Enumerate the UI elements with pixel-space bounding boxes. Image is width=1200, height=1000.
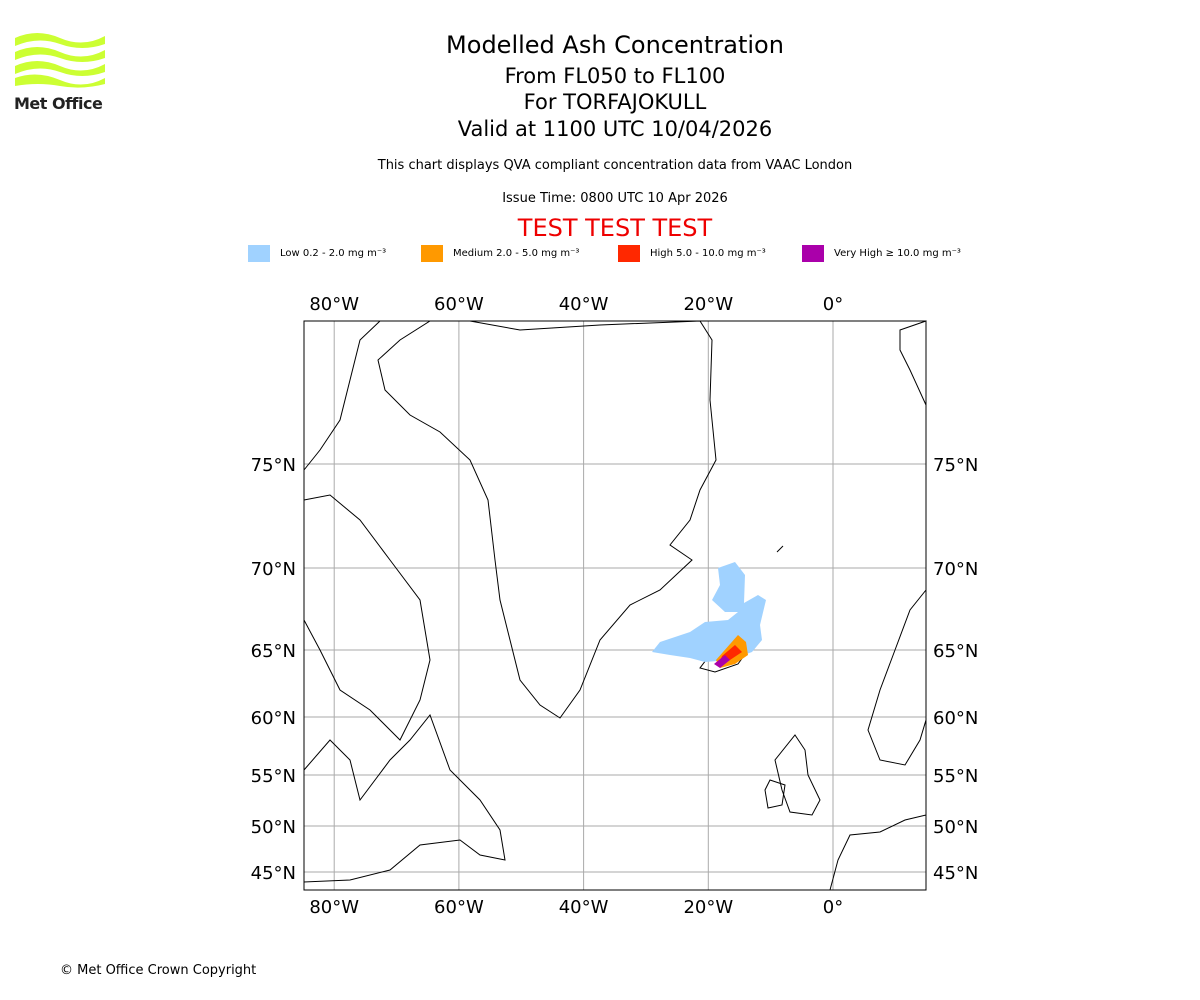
lon-label-bottom: 0°	[823, 897, 843, 918]
lat-label-right: 50°N	[933, 817, 978, 838]
great-britain	[774, 734, 821, 816]
lat-label-left: 75°N	[251, 455, 296, 476]
lon-label-top: 0°	[823, 294, 843, 315]
copyright: © Met Office Crown Copyright	[60, 963, 257, 978]
map-frame	[303, 320, 927, 891]
lon-label-bottom: 20°W	[683, 897, 733, 918]
lon-label-bottom: 40°W	[559, 897, 609, 918]
ash-plume	[652, 562, 766, 668]
lat-label-right: 75°N	[933, 455, 978, 476]
lon-label-top: 80°W	[309, 294, 359, 315]
ash-very-high	[714, 655, 730, 668]
lon-label-top: 60°W	[434, 294, 484, 315]
legend-high: High 5.0 - 10.0 mg m⁻³	[618, 245, 766, 262]
lat-label-left: 50°N	[251, 817, 296, 838]
valid-time: Valid at 1100 UTC 10/04/2026	[457, 117, 773, 141]
baffin-island	[303, 494, 431, 741]
svalbard	[899, 320, 927, 406]
lat-label-right: 65°N	[933, 641, 978, 662]
chart-title: Modelled Ash Concentration	[446, 31, 784, 59]
coastlines	[303, 320, 927, 891]
svg-text:Met Office: Met Office	[14, 94, 103, 112]
volcano-name: For TORFAJOKULL	[523, 90, 707, 114]
legend-low: Low 0.2 - 2.0 mg m⁻³	[248, 245, 386, 262]
canada-mainland	[303, 713, 506, 883]
lon-label-bottom: 60°W	[434, 897, 484, 918]
lon-label-top: 20°W	[683, 294, 733, 315]
scandinavia	[867, 588, 927, 766]
met-office-logo: Met Office	[14, 33, 105, 112]
lat-label-left: 65°N	[251, 641, 296, 662]
lat-label-right: 45°N	[933, 863, 978, 884]
ireland	[764, 779, 786, 809]
greenland	[377, 320, 717, 719]
lon-label-top: 40°W	[559, 294, 609, 315]
ash-low	[652, 562, 766, 662]
lat-label-left: 45°N	[251, 863, 296, 884]
lat-label-left: 60°N	[251, 708, 296, 729]
issue-time: Issue Time: 0800 UTC 10 Apr 2026	[502, 191, 728, 206]
test-banner: TEST TEST TEST	[517, 214, 713, 242]
flight-levels: From FL050 to FL100	[504, 64, 726, 88]
lat-label-left: 55°N	[251, 766, 296, 787]
lon-label-bottom: 80°W	[309, 897, 359, 918]
lat-label-right: 55°N	[933, 766, 978, 787]
chart-description: This chart displays QVA compliant concen…	[377, 158, 853, 173]
lat-label-right: 60°N	[933, 708, 978, 729]
legend-very-high: Very High ≥ 10.0 mg m⁻³	[802, 245, 961, 262]
lat-label-left: 70°N	[251, 559, 296, 580]
jan-mayen	[776, 545, 784, 553]
lat-label-right: 70°N	[933, 559, 978, 580]
ellesmere	[303, 320, 382, 472]
legend-medium: Medium 2.0 - 5.0 mg m⁻³	[421, 245, 579, 262]
